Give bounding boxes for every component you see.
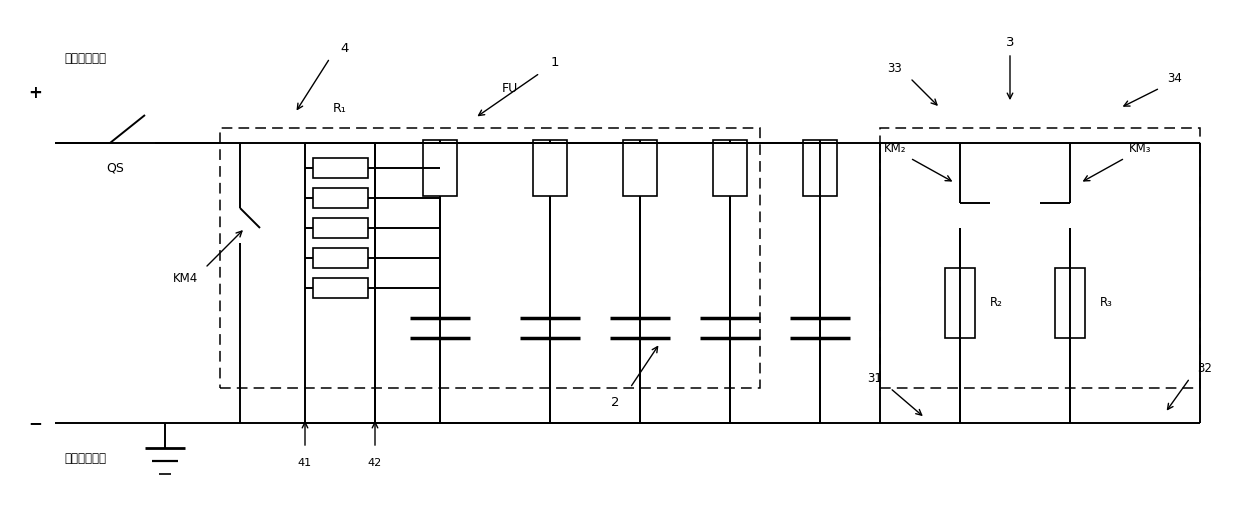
Text: −: −	[29, 414, 42, 432]
Bar	[533, 140, 567, 196]
Bar	[312, 278, 367, 298]
Bar	[312, 218, 367, 238]
Text: 33: 33	[888, 62, 903, 74]
Text: R₁: R₁	[334, 101, 347, 115]
Text: 34: 34	[1168, 72, 1183, 85]
Text: 电源输出正极: 电源输出正极	[64, 51, 105, 64]
Text: 2: 2	[611, 396, 619, 410]
Bar	[1055, 268, 1085, 338]
Bar	[880, 128, 1200, 388]
Text: 31: 31	[868, 371, 883, 384]
Text: 电源输出负极: 电源输出负极	[64, 451, 105, 464]
Text: FU: FU	[502, 82, 518, 95]
Text: 1: 1	[551, 56, 559, 70]
Text: 3: 3	[1006, 37, 1014, 50]
Bar	[713, 140, 746, 196]
Bar	[312, 248, 367, 268]
Text: QS: QS	[107, 162, 124, 175]
Text: 4: 4	[341, 41, 350, 54]
Bar	[312, 188, 367, 208]
Text: R₂: R₂	[990, 297, 1003, 310]
Text: KM₂: KM₂	[884, 142, 906, 154]
Bar	[622, 140, 657, 196]
Bar	[219, 128, 760, 388]
Bar	[312, 158, 367, 178]
Text: R₃: R₃	[1100, 297, 1112, 310]
Text: KM4: KM4	[172, 271, 197, 285]
Text: 42: 42	[368, 458, 382, 468]
Bar	[423, 140, 458, 196]
Bar	[945, 268, 975, 338]
Bar	[804, 140, 837, 196]
Text: 32: 32	[1198, 361, 1213, 374]
Text: KM₃: KM₃	[1128, 142, 1151, 154]
Text: +: +	[29, 84, 42, 102]
Text: 41: 41	[298, 458, 312, 468]
